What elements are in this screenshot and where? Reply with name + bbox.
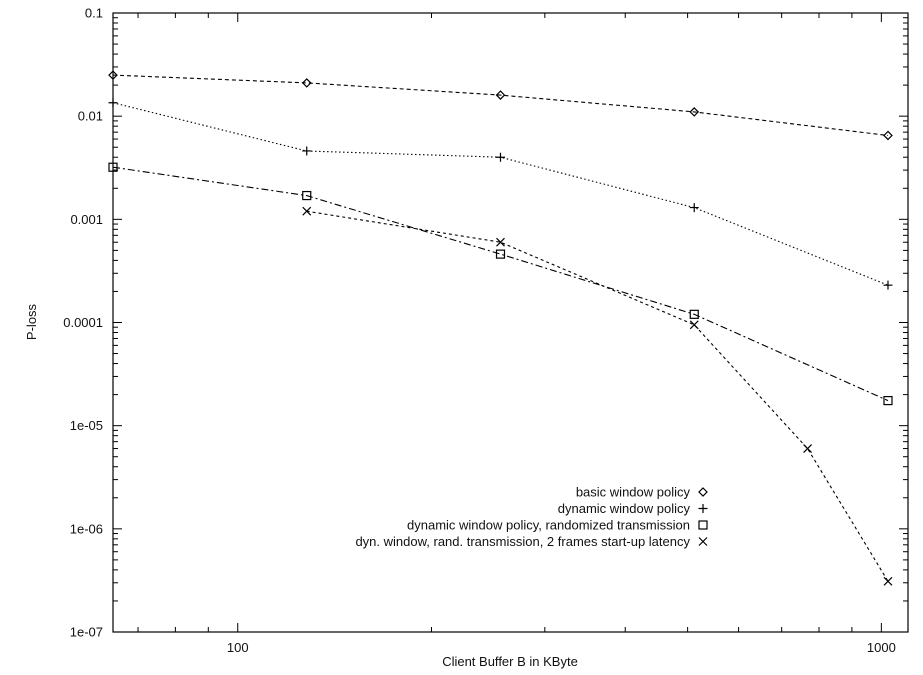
y-tick-label: 0.01 bbox=[78, 109, 103, 124]
series-2 bbox=[108, 98, 893, 290]
series-4-line bbox=[306, 210, 889, 582]
data-point-square bbox=[689, 309, 699, 319]
series-2-line bbox=[112, 102, 889, 286]
y-tick-label: 1e-05 bbox=[70, 418, 103, 433]
data-point-cross bbox=[496, 237, 505, 247]
series-1 bbox=[108, 70, 893, 141]
data-point-square bbox=[883, 395, 893, 406]
legend-marker-square bbox=[698, 520, 708, 530]
legend-label: dynamic window policy bbox=[558, 501, 691, 516]
series-group bbox=[108, 70, 893, 586]
series-1-line bbox=[112, 74, 889, 137]
data-point-cross bbox=[302, 206, 312, 216]
x-axis-label: Client Buffer B in KByte bbox=[442, 654, 578, 669]
y-tick-label: 1e-06 bbox=[70, 521, 103, 536]
legend-label: basic window policy bbox=[576, 485, 691, 500]
data-point-diamond bbox=[883, 130, 893, 141]
legend-marker-diamond bbox=[698, 487, 708, 497]
data-point-diamond bbox=[495, 90, 506, 100]
legend-marker-cross bbox=[698, 537, 708, 546]
data-point-square bbox=[108, 162, 118, 172]
series-4 bbox=[302, 206, 893, 586]
data-point-diamond bbox=[301, 78, 312, 88]
data-point-plus bbox=[883, 280, 893, 290]
y-axis-label: P-loss bbox=[24, 303, 39, 340]
series-3-line bbox=[112, 166, 889, 402]
y-tick-label: 0.1 bbox=[85, 6, 103, 21]
data-point-cross bbox=[689, 320, 699, 330]
y-tick-labels: 0.1 0.01 0.001 0.0001 1e-05 1e-06 1e-07 bbox=[63, 6, 103, 640]
x-tick-label: 1000 bbox=[867, 640, 896, 655]
legend-marker-plus bbox=[698, 504, 708, 513]
series-3 bbox=[108, 162, 893, 406]
data-point-plus bbox=[302, 146, 312, 156]
y-tick-label: 1e-07 bbox=[70, 625, 103, 640]
x-tick-labels: 100 1000 bbox=[227, 640, 896, 655]
data-point-cross bbox=[883, 576, 893, 586]
data-point-square bbox=[302, 190, 312, 201]
data-point-plus bbox=[689, 203, 699, 213]
legend-label: dyn. window, rand. transmission, 2 frame… bbox=[355, 534, 690, 549]
data-point-plus bbox=[495, 152, 505, 162]
data-point-diamond bbox=[108, 70, 118, 80]
data-point-cross bbox=[803, 444, 813, 453]
data-point-square bbox=[495, 249, 506, 259]
y-tick-label: 0.0001 bbox=[63, 315, 103, 330]
x-tick-label: 100 bbox=[227, 640, 249, 655]
legend-label: dynamic window policy, randomized transm… bbox=[407, 518, 690, 533]
y-tick-label: 0.001 bbox=[70, 212, 103, 227]
data-point-plus bbox=[108, 98, 118, 108]
data-point-diamond bbox=[689, 107, 700, 117]
axis-ticks bbox=[113, 12, 908, 633]
